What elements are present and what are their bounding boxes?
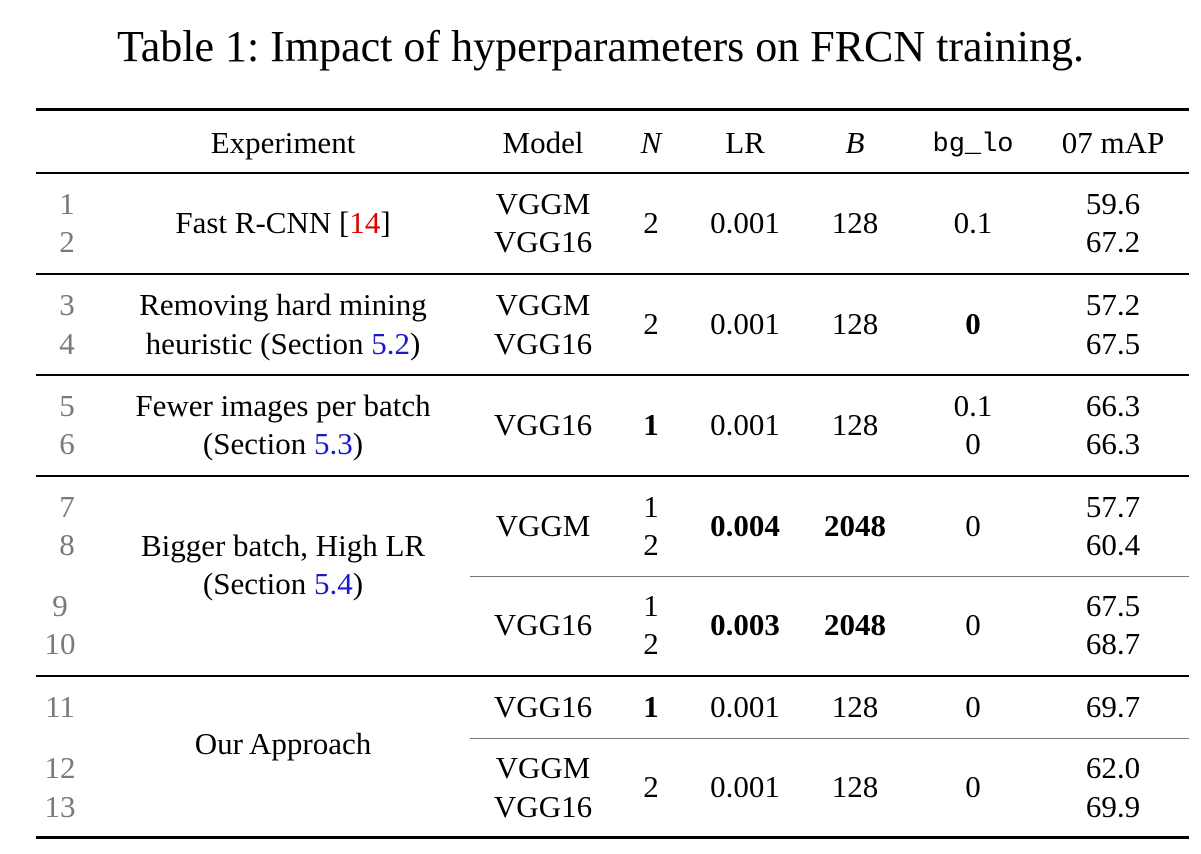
table-caption: Table 1: Impact of hyperparameters on FR… xyxy=(116,22,1085,71)
bg-lo-cell: 0 xyxy=(965,689,981,724)
b-cell: 128 xyxy=(831,769,879,804)
row-index: 5 xyxy=(59,388,75,423)
bottom-rule xyxy=(36,836,1189,839)
header-rule xyxy=(36,172,1189,174)
map-cell: 60.4 xyxy=(1085,527,1141,562)
n-cell: 1 xyxy=(643,489,659,524)
row-index: 2 xyxy=(59,224,75,259)
experiment-name: Our Approach xyxy=(194,726,372,761)
bg-lo-cell: 0 xyxy=(965,769,981,804)
header-b: B xyxy=(845,125,865,160)
experiment-name: Removing hard mining xyxy=(139,287,427,322)
row-index: 3 xyxy=(59,287,75,322)
header-map: 07 mAP xyxy=(1061,125,1165,160)
map-cell: 66.3 xyxy=(1085,388,1141,423)
n-cell: 1 xyxy=(643,588,659,623)
bg-lo-cell: 0 xyxy=(965,306,981,341)
model-cell: VGG16 xyxy=(493,326,593,361)
map-cell: 68.7 xyxy=(1085,626,1141,661)
subgroup-divider xyxy=(470,738,1189,739)
model-cell: VGGM xyxy=(495,186,591,221)
lr-cell: 0.004 xyxy=(710,508,780,543)
bg-lo-cell: 0 xyxy=(965,426,981,461)
b-cell: 2048 xyxy=(824,508,886,543)
lr-cell: 0.003 xyxy=(710,607,780,642)
b-cell: 2048 xyxy=(824,607,886,642)
lr-cell: 0.001 xyxy=(710,689,780,724)
map-cell: 69.9 xyxy=(1085,789,1141,824)
row-index: 9 xyxy=(52,588,68,623)
row-index: 10 xyxy=(44,626,76,661)
row-index: 6 xyxy=(59,426,75,461)
model-cell: VGG16 xyxy=(493,407,593,442)
group-divider xyxy=(36,273,1189,275)
map-cell: 66.3 xyxy=(1085,426,1141,461)
row-index: 12 xyxy=(44,750,76,785)
n-cell: 2 xyxy=(643,527,659,562)
section-link[interactable]: 5.4 xyxy=(313,566,353,601)
map-cell: 67.5 xyxy=(1085,588,1141,623)
row-index: 4 xyxy=(59,326,75,361)
n-cell: 2 xyxy=(643,306,659,341)
bg-lo-cell: 0.1 xyxy=(953,388,993,423)
row-index: 11 xyxy=(45,689,75,724)
model-cell: VGGM xyxy=(495,508,591,543)
n-cell: 2 xyxy=(643,626,659,661)
header-model: Model xyxy=(502,125,584,160)
model-cell: VGGM xyxy=(495,287,591,322)
model-cell: VGGM xyxy=(495,750,591,785)
experiment-name-line2: (Section 5.4) xyxy=(202,566,364,601)
top-rule xyxy=(36,108,1189,111)
header-bg-lo: bg_lo xyxy=(932,130,1014,160)
model-cell: VGG16 xyxy=(493,224,593,259)
n-cell: 1 xyxy=(643,407,659,442)
experiment-name-line2: (Section 5.3) xyxy=(202,426,364,461)
b-cell: 128 xyxy=(831,407,879,442)
model-cell: VGG16 xyxy=(493,789,593,824)
experiment-name: Fewer images per batch xyxy=(135,388,431,423)
experiment-name: Fast R-CNN [14] xyxy=(175,205,391,240)
map-cell: 59.6 xyxy=(1085,186,1141,221)
subgroup-divider xyxy=(470,576,1189,577)
n-cell: 2 xyxy=(643,205,659,240)
section-link[interactable]: 5.3 xyxy=(313,426,353,461)
n-cell: 2 xyxy=(643,769,659,804)
section-link[interactable]: 5.2 xyxy=(371,326,410,361)
experiment-name: Bigger batch, High LR xyxy=(140,528,426,563)
row-index: 8 xyxy=(59,527,75,562)
row-index: 7 xyxy=(59,489,75,524)
group-divider xyxy=(36,374,1189,376)
b-cell: 128 xyxy=(831,306,879,341)
bg-lo-cell: 0.1 xyxy=(953,205,993,240)
header-lr: LR xyxy=(725,125,765,160)
experiment-name-line2: heuristic (Section 5.2) xyxy=(145,326,421,361)
lr-cell: 0.001 xyxy=(710,407,780,442)
b-cell: 128 xyxy=(831,689,879,724)
map-cell: 62.0 xyxy=(1085,750,1141,785)
map-cell: 57.7 xyxy=(1085,489,1141,524)
lr-cell: 0.001 xyxy=(710,769,780,804)
header-experiment: Experiment xyxy=(210,125,356,160)
bg-lo-cell: 0 xyxy=(965,607,981,642)
lr-cell: 0.001 xyxy=(710,205,780,240)
model-cell: VGG16 xyxy=(493,607,593,642)
header-n: N xyxy=(640,125,662,160)
n-cell: 1 xyxy=(643,689,659,724)
group-divider xyxy=(36,475,1189,477)
map-cell: 67.5 xyxy=(1085,326,1141,361)
citation-link[interactable]: 14 xyxy=(349,205,381,240)
b-cell: 128 xyxy=(831,205,879,240)
row-index: 1 xyxy=(59,186,75,221)
model-cell: VGG16 xyxy=(493,689,593,724)
map-cell: 67.2 xyxy=(1085,224,1141,259)
row-index: 13 xyxy=(44,789,76,824)
map-cell: 57.2 xyxy=(1085,287,1141,322)
group-divider xyxy=(36,675,1189,677)
lr-cell: 0.001 xyxy=(710,306,780,341)
map-cell: 69.7 xyxy=(1085,689,1141,724)
bg-lo-cell: 0 xyxy=(965,508,981,543)
